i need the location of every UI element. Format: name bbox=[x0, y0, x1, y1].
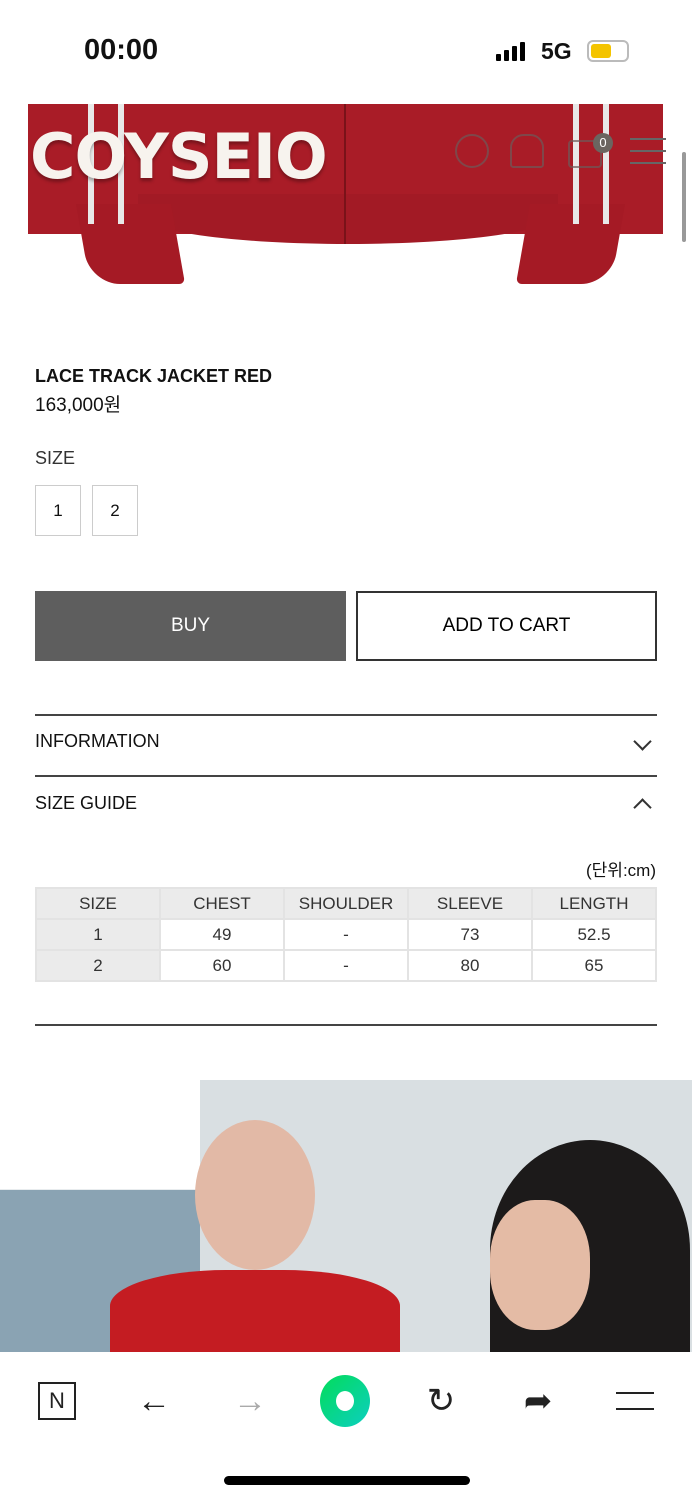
accordion-size-guide[interactable]: SIZE GUIDE bbox=[35, 793, 657, 817]
table-row: 2 60-80 65 bbox=[35, 949, 657, 982]
naver-icon[interactable]: N bbox=[32, 1376, 82, 1426]
accordion-label: INFORMATION bbox=[35, 731, 160, 751]
divider bbox=[35, 1024, 657, 1026]
home-green-icon[interactable] bbox=[320, 1375, 370, 1427]
add-to-cart-button[interactable]: ADD TO CART bbox=[356, 591, 657, 661]
share-icon[interactable]: ➦ bbox=[523, 1382, 553, 1420]
chevron-up-icon bbox=[633, 798, 652, 817]
product-price: 163,000원 bbox=[35, 395, 122, 416]
cart-icon[interactable] bbox=[568, 140, 602, 168]
reload-icon[interactable]: ↻ bbox=[426, 1382, 456, 1420]
size-option-2[interactable]: 2 bbox=[92, 485, 138, 536]
cell: 52.5 bbox=[531, 918, 657, 951]
cell: 2 bbox=[35, 949, 161, 982]
cart-count-badge: 0 bbox=[593, 133, 613, 153]
product-title: LACE TRACK JACKET RED bbox=[35, 366, 273, 386]
buy-button[interactable]: BUY bbox=[35, 591, 346, 661]
cell: - bbox=[283, 949, 409, 982]
accordion-label: SIZE GUIDE bbox=[35, 793, 138, 813]
divider bbox=[35, 714, 657, 716]
status-time: 00:00 bbox=[84, 34, 159, 66]
cell: 1 bbox=[35, 918, 161, 951]
table-header-row: SIZE CHEST SHOULDER SLEEVE LENGTH bbox=[35, 887, 657, 920]
network-type: 5G bbox=[541, 38, 572, 64]
size-option-1[interactable]: 1 bbox=[35, 485, 81, 536]
battery-icon bbox=[587, 40, 629, 62]
divider bbox=[35, 775, 657, 777]
home-indicator[interactable] bbox=[224, 1476, 470, 1485]
cell: 65 bbox=[531, 949, 657, 982]
header-cell: SIZE bbox=[35, 887, 161, 920]
menu-icon[interactable] bbox=[610, 1376, 660, 1426]
header-cell: SLEEVE bbox=[407, 887, 533, 920]
browser-toolbar: N ← → ↻ ➦ bbox=[0, 1352, 692, 1500]
back-icon[interactable]: ← bbox=[137, 1381, 171, 1420]
forward-icon[interactable]: → bbox=[233, 1381, 267, 1420]
brand-logo[interactable]: COYSEIO bbox=[30, 120, 328, 193]
cell: - bbox=[283, 918, 409, 951]
status-bar: 00:00 5G bbox=[0, 0, 692, 100]
size-table: SIZE CHEST SHOULDER SLEEVE LENGTH 1 49-73 52.5… bbox=[35, 887, 657, 982]
chevron-down-icon bbox=[633, 732, 652, 751]
size-label: SIZE bbox=[35, 448, 76, 468]
header-cell: SHOULDER bbox=[283, 887, 409, 920]
header-cell: LENGTH bbox=[531, 887, 657, 920]
user-icon[interactable] bbox=[510, 134, 544, 168]
cell: 60 bbox=[159, 949, 285, 982]
lookbook-photo bbox=[0, 1080, 692, 1352]
scrollbar[interactable] bbox=[682, 152, 686, 242]
header-cell: CHEST bbox=[159, 887, 285, 920]
signal-icon bbox=[496, 42, 525, 61]
accordion-information[interactable]: INFORMATION bbox=[35, 731, 657, 752]
size-unit: (단위:cm) bbox=[586, 861, 656, 880]
product-image bbox=[28, 104, 663, 290]
cell: 49 bbox=[159, 918, 285, 951]
cell: 73 bbox=[407, 918, 533, 951]
table-row: 1 49-73 52.5 bbox=[35, 918, 657, 951]
cell: 80 bbox=[407, 949, 533, 982]
globe-icon[interactable] bbox=[455, 134, 489, 168]
